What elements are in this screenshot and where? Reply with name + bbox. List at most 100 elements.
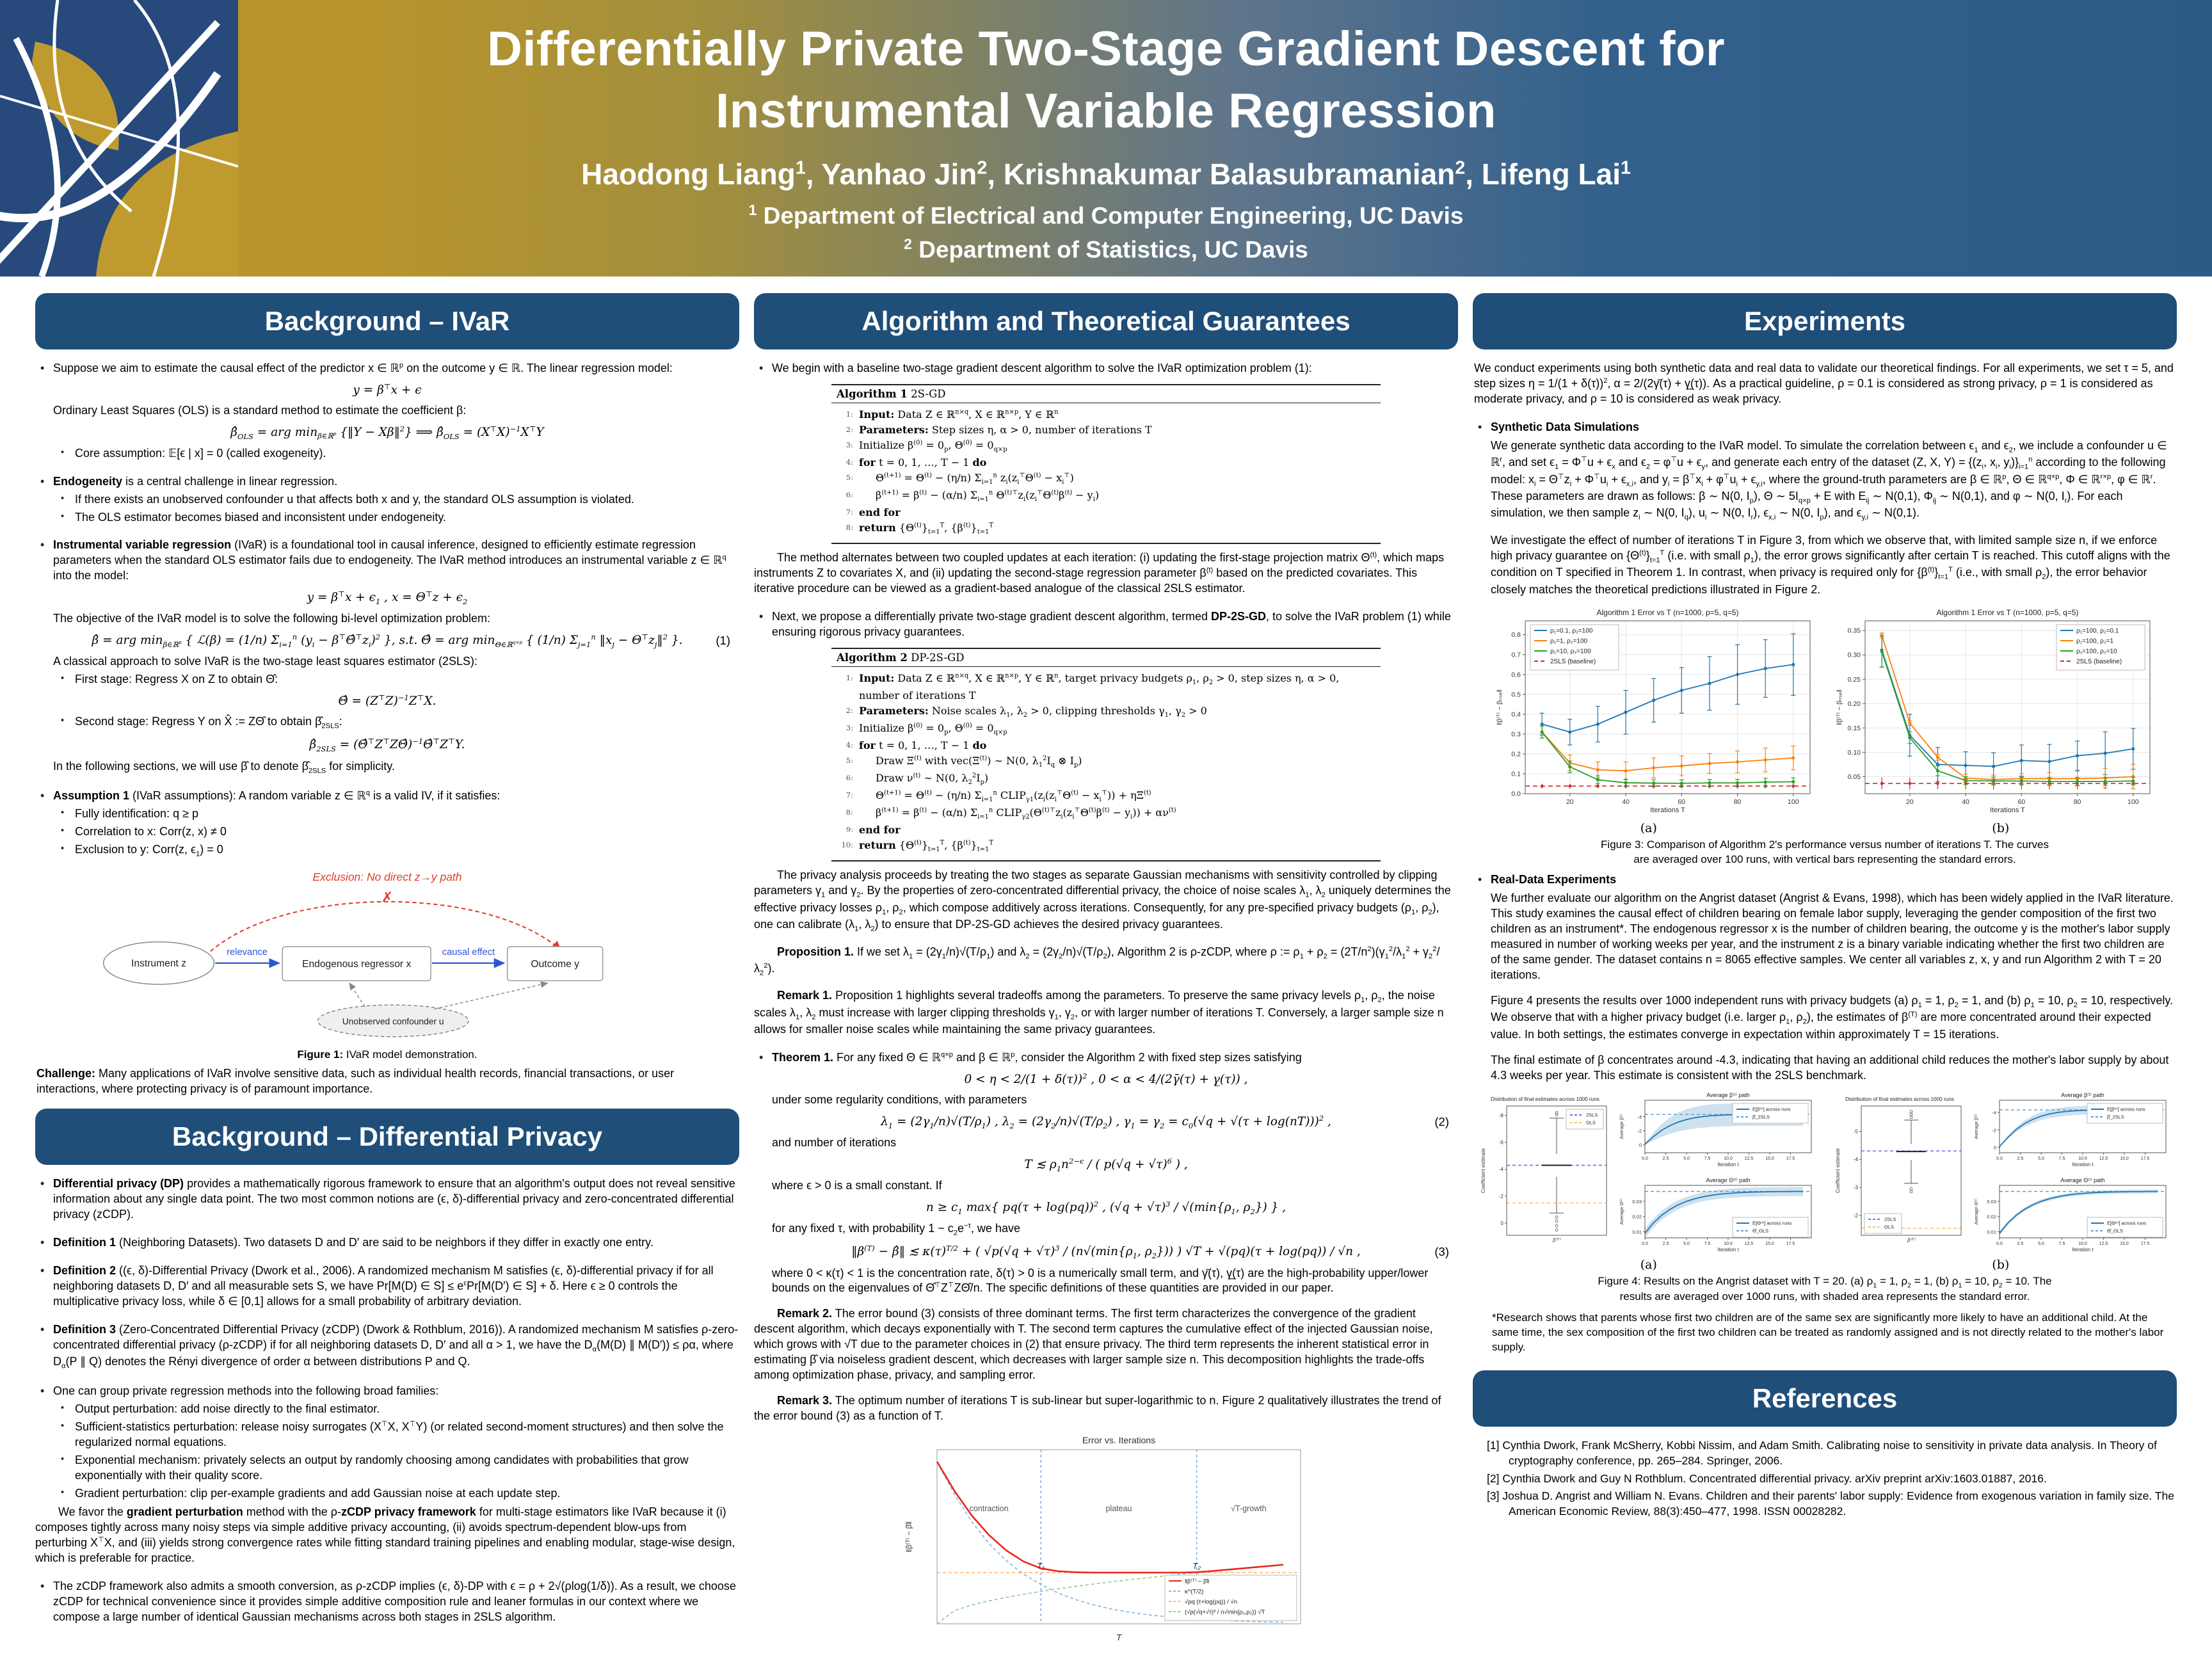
svg-text:0.05: 0.05 [1848, 773, 1861, 780]
text-block: Remark 1. Proposition 1 highlights sever… [754, 989, 1444, 1036]
svg-text:0.03: 0.03 [1987, 1198, 1996, 1204]
text-block: If there exists an unobserved confounder… [35, 492, 739, 508]
text-block: Differential privacy (DP) provides a mat… [35, 1176, 739, 1222]
real-data-content: Real-Data Experiments We further evaluate… [1473, 872, 2177, 1083]
svg-text:Average Θ⁽ᵗ⁾: Average Θ⁽ᵗ⁾ [1619, 1198, 1624, 1224]
svg-text:40: 40 [1962, 798, 1969, 806]
svg-text:0.4: 0.4 [1511, 710, 1521, 718]
fig4b-beta-path-chart: 0 -2 -4 0.0 2.5 5.0 7.5 10.0 12.5 15.0 17.5 Iterati… [1973, 1092, 2167, 1167]
text-block: Sufficient-statistics perturbation: rele… [35, 1420, 739, 1450]
figure-2: T₁ T₂ contraction plateau √T-growth Error vs.… [754, 1431, 1458, 1654]
svg-text:80: 80 [1734, 798, 1742, 806]
text-block: *Research shows that parents whose first… [1492, 1311, 2164, 1354]
svg-text:0: 0 [1501, 1221, 1504, 1226]
text-block: Second stage: Regress Y on X̂ := ZΘ̂ to … [35, 714, 739, 731]
svg-text:2SLS (baseline): 2SLS (baseline) [1550, 658, 1596, 665]
svg-text:2.5: 2.5 [2017, 1157, 2024, 1161]
equation: n ≥ c1 max{ pq(τ + log(pq))2 , (√q + √τ)… [926, 1199, 1286, 1216]
confounder-node [317, 1004, 469, 1038]
svg-text:17.5: 17.5 [2141, 1242, 2150, 1246]
svg-text:Distribution of final estimate: Distribution of final estimates across 1… [1491, 1096, 1599, 1102]
text-block: where 0 < κ(τ) < 1 is the concentration … [772, 1266, 1429, 1295]
text-block: We begin with a baseline two-stage gradi… [754, 361, 1458, 376]
university-logo-icon [0, 0, 238, 276]
svg-text:0.0: 0.0 [1996, 1242, 2003, 1246]
text-block: We conduct experiments using both synthe… [1474, 362, 2174, 405]
svg-text:-2: -2 [1499, 1194, 1504, 1199]
fig4a-theta-path-chart: 0.01 0.02 0.03 0.0 2.5 5.0 7.5 10.0 12.5 15.0 17.5… [1619, 1177, 1812, 1253]
svg-text:Average β⁽ᵗ⁾ path: Average β⁽ᵗ⁾ path [2061, 1092, 2104, 1098]
svg-text:Average Θ⁽ᵗ⁾ path: Average Θ⁽ᵗ⁾ path [2060, 1177, 2104, 1183]
svg-text:-5: -5 [1854, 1128, 1859, 1134]
svg-text:10.0: 10.0 [2078, 1157, 2087, 1161]
svg-text:Endogenous regressor x: Endogenous regressor x [302, 959, 411, 970]
svg-text:0.35: 0.35 [1848, 627, 1861, 634]
text-block: Definition 1 (Neighboring Datasets). Two… [35, 1235, 739, 1251]
text-block: Exclusion to y: Corr(z, ϵ1) = 0 [35, 842, 739, 859]
affiliation-1: 1 Department of Electrical and Computer … [748, 201, 1464, 228]
svg-text:2.5: 2.5 [1663, 1157, 1669, 1161]
text-block: The objective of the IVaR model is to so… [53, 612, 491, 625]
svg-text:OLS: OLS [1586, 1120, 1596, 1126]
svg-text:Coefficient estimate: Coefficient estimate [1480, 1148, 1486, 1194]
fig4b-theta-path-chart: 0.01 0.02 0.03 0.0 2.5 5.0 7.5 10.0 12.5 15.0 17.5… [1973, 1177, 2167, 1253]
svg-text:β̂_2SLS: β̂_2SLS [1752, 1114, 1770, 1119]
text-block: Figure 4 presents the results over 1000 … [1491, 994, 2174, 1041]
svg-text:ρ₁=100, ρ₂=10: ρ₁=100, ρ₂=10 [2076, 648, 2117, 655]
svg-text:0.30: 0.30 [1848, 651, 1861, 659]
section-header-background-ivar: Background – IVaR [35, 293, 739, 349]
svg-text:10.0: 10.0 [2078, 1242, 2087, 1246]
algorithm-line: 6: β(t+1) = β(t) − (α/n) Σi=1n Θ(t)⊤zi(zi… [846, 489, 1100, 504]
svg-text:80: 80 [2074, 798, 2081, 806]
svg-text:plateau: plateau [1105, 1504, 1132, 1513]
text-block: Core assumption: 𝔼[ϵ | x] = 0 (called ex… [35, 446, 739, 461]
algorithm-line: 1: Input: Data Z ∈ ℝn×q, X ∈ ℝn×p, Y ∈ ℝn… [846, 671, 1340, 701]
algorithm-caption: Algorithm 1 2S-GD [831, 383, 1381, 403]
svg-text:0.0: 0.0 [1511, 790, 1521, 797]
confounder-to-x-arrow [349, 982, 365, 1007]
svg-text:0.01: 0.01 [1987, 1229, 1996, 1235]
svg-text:5.0: 5.0 [2038, 1157, 2044, 1161]
text-block: Real-Data Experiments [1473, 872, 2177, 888]
algorithm-line: 7: end for [846, 506, 901, 519]
svg-text:100: 100 [2128, 798, 2139, 806]
text-block: where ϵ > 0 is a small constant. If [772, 1178, 942, 1192]
algorithm-line: 8: return {Θ(t)}t=1T, {β(t)}t=1T [846, 522, 993, 536]
exclusion-arc [210, 901, 562, 952]
equation: β̂2SLS = (Θ̂⊤Z⊤ZΘ̂)−1Θ̂⊤Z⊤Y. [309, 737, 465, 754]
svg-text:0.15: 0.15 [1848, 724, 1861, 732]
section-header-algorithm: Algorithm and Theoretical Guarantees [754, 293, 1458, 349]
ivar-model-diagram: Exclusion: No direct z→y path ✗ Instrume… [102, 870, 604, 1038]
algorithm-line: 5: Draw Ξ(t) with vec(Ξ(t)) ∼ N(0, λ12Iq … [846, 755, 1082, 769]
text-block: Output perturbation: add noise directly … [35, 1402, 739, 1417]
svg-text:‖β⁽ᵀ⁾ − βₜᵣᵤₑ‖: ‖β⁽ᵀ⁾ − βₜᵣᵤₑ‖ [1836, 689, 1843, 725]
svg-text:5.0: 5.0 [1683, 1242, 1690, 1246]
text-block: Endogeneity is a central challenge in li… [35, 474, 739, 490]
svg-text:Average β⁽ᵗ⁾: Average β⁽ᵗ⁾ [1973, 1114, 1979, 1139]
fig2-error-vs-iterations-chart: T₁ T₂ contraction plateau √T-growth Error vs.… [904, 1435, 1301, 1642]
svg-text:T₁: T₁ [1037, 1561, 1045, 1571]
reference-item: [1] Cynthia Dwork, Frank McSherry, Kobbi… [1487, 1439, 2157, 1467]
challenge-note: Challenge: Many applications of IVaR inv… [35, 1066, 739, 1097]
svg-text:Iteration t: Iteration t [2072, 1247, 2094, 1253]
text-block: Gradient perturbation: clip per-example … [35, 1486, 739, 1502]
svg-text:0.2: 0.2 [1511, 750, 1521, 758]
svg-text:15.0: 15.0 [2120, 1157, 2129, 1161]
fig3b-error-vs-t-chart: 0.05 0.10 0.15 0.20 0.25 0.30 0.35 20 40 60 80 100 A… [1836, 608, 2151, 814]
text-block: Remark 3. The optimum number of iteratio… [754, 1394, 1441, 1422]
svg-text:-2: -2 [1637, 1128, 1642, 1134]
svg-text:0.8: 0.8 [1511, 631, 1521, 639]
text-block: In the following sections, we will use β… [53, 759, 395, 775]
figure-4a-group: 0 -2 -4 -6 -8 β⁽ᵀ⁾ Distribution of final estim… [1479, 1090, 1816, 1256]
svg-text:40: 40 [1622, 798, 1630, 806]
svg-text:2SLS (baseline): 2SLS (baseline) [2076, 658, 2122, 665]
text-block: Suppose we aim to estimate the causal ef… [35, 361, 739, 376]
svg-text:Average β⁽ᵗ⁾: Average β⁽ᵗ⁾ [1619, 1114, 1624, 1139]
text-block: Remark 2. The error bound (3) consists o… [754, 1307, 1433, 1382]
text-block: Assumption 1 (IVaR assumptions): A rando… [35, 789, 739, 804]
svg-text:0.25: 0.25 [1848, 675, 1861, 683]
svg-text:-4: -4 [1499, 1167, 1504, 1173]
figure-3: 0.0 0.1 0.2 0.3 0.4 0.5 0.6 0.7 0.8 20 40 60 80 100 Al… [1473, 604, 2177, 867]
figure-1-caption: Figure 1: IVaR model demonstration. [297, 1048, 477, 1061]
svg-text:Unobserved confounder u: Unobserved confounder u [342, 1017, 444, 1027]
